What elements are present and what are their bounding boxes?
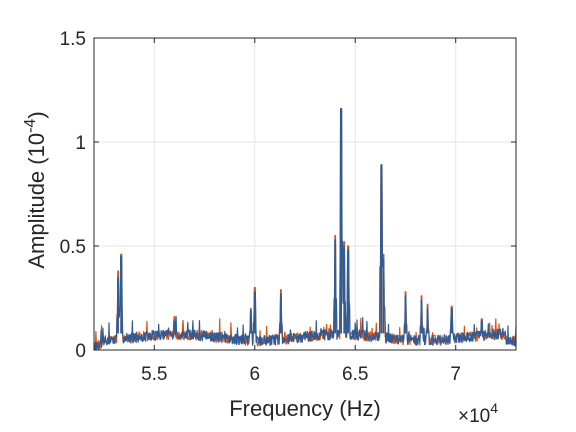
x-tick-label-3: 7 <box>450 364 461 385</box>
x-axis-multiplier: ×104 <box>458 400 498 427</box>
x-tick-label-0: 5.5 <box>141 364 167 385</box>
y-axis-title: Amplitude (10-4) <box>22 111 49 268</box>
axes-layer <box>93 37 517 351</box>
x-tick-label-1: 6 <box>249 364 260 385</box>
y-axis-title-main: Amplitude (10 <box>24 133 49 269</box>
y-axis-title-close: ) <box>24 111 49 118</box>
tick-label-layer: 5.5 6 6.5 7 0 0.5 1 1.5 <box>60 29 461 385</box>
y-tick-label-2: 1 <box>75 133 86 154</box>
x-axis-title: Frequency (Hz) <box>229 396 381 421</box>
plot-frame <box>93 37 517 351</box>
x-multiplier-exponent: 4 <box>490 400 498 416</box>
y-axis-title-exponent: -4 <box>22 119 39 133</box>
series-layer <box>93 108 517 351</box>
x-multiplier-prefix: ×10 <box>458 406 490 427</box>
y-tick-label-1: 0.5 <box>60 237 86 258</box>
series-line-1 <box>93 108 517 351</box>
y-tick-label-0: 0 <box>75 341 86 362</box>
y-tick-label-3: 1.5 <box>60 29 86 50</box>
x-tick-label-2: 6.5 <box>342 364 368 385</box>
grid-layer <box>94 37 516 351</box>
